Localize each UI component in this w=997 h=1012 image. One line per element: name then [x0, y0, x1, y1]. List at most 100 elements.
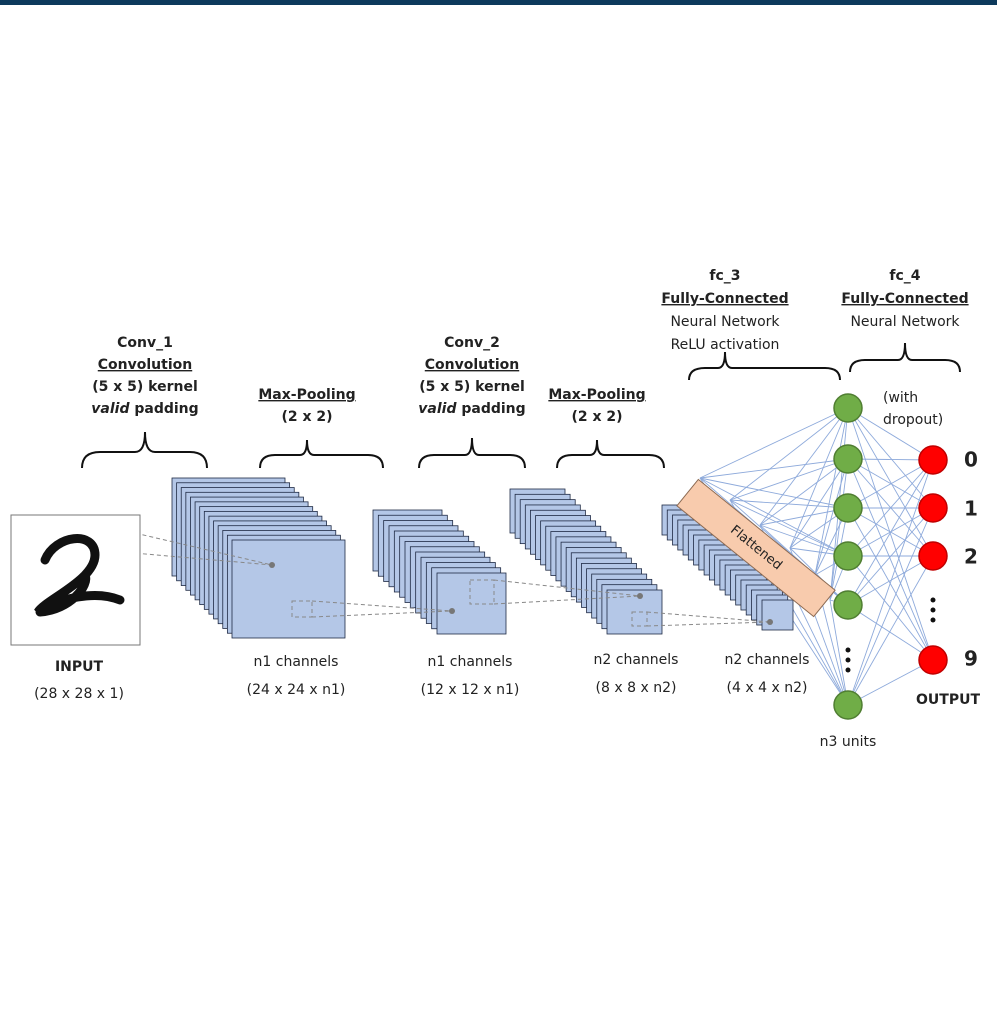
- connection: [699, 477, 849, 557]
- projection-dot: [269, 562, 275, 568]
- ellipsis-dot: [845, 667, 851, 673]
- padding-word: padding: [134, 401, 198, 417]
- hidden-neuron: [833, 541, 863, 571]
- units-label: n3 units: [820, 734, 877, 750]
- channels: n1 channels: [428, 654, 513, 670]
- digit-image: [34, 534, 125, 617]
- pool1-header: Max-Pooling (2 x 2): [258, 387, 355, 425]
- hidden-neuron: [833, 444, 863, 474]
- dropout-note: dropout): [883, 412, 943, 428]
- padding-word: padding: [461, 401, 525, 417]
- fc4-header: fc_4 Fully-Connected Neural Network (wit…: [841, 268, 968, 428]
- neurons: [833, 393, 948, 720]
- connection: [847, 604, 934, 661]
- padding: valid padding: [91, 401, 198, 417]
- hidden-neuron: [833, 493, 863, 523]
- connection: [847, 555, 934, 706]
- layer-name: Conv_1: [117, 335, 173, 351]
- channels: n1 channels: [254, 654, 339, 670]
- feature-map: [761, 599, 794, 631]
- connection: [847, 659, 934, 706]
- layer-kind: Convolution: [98, 357, 192, 373]
- brace: [81, 431, 208, 469]
- connection: [699, 407, 849, 479]
- padding-type: valid: [91, 401, 130, 417]
- connection: [847, 507, 934, 661]
- connection: [729, 407, 849, 501]
- padding-type: valid: [418, 401, 457, 417]
- projection-dot: [637, 593, 643, 599]
- dims: (12 x 12 x n1): [421, 682, 520, 698]
- output-class: 0: [964, 448, 978, 472]
- layer-line: Neural Network: [850, 314, 960, 330]
- output-neuron: [918, 493, 948, 523]
- connection: [847, 459, 934, 706]
- channels: n2 channels: [594, 652, 679, 668]
- projection: [646, 621, 771, 627]
- connection: [699, 458, 849, 479]
- projection-dot: [767, 619, 773, 625]
- layer-kind: Fully-Connected: [661, 291, 788, 307]
- connection: [759, 458, 849, 526]
- layer-name: Max-Pooling: [258, 387, 355, 403]
- output-class: 2: [964, 545, 978, 569]
- flattened-box: [676, 478, 836, 618]
- ellipsis-dot: [845, 647, 851, 653]
- ellipsis-dot: [930, 617, 936, 623]
- connection: [729, 499, 849, 557]
- layer-name: fc_4: [889, 268, 920, 284]
- pool2-header: Max-Pooling (2 x 2): [548, 387, 645, 425]
- kernel: (5 x 5) kernel: [419, 379, 525, 395]
- brace: [688, 351, 841, 381]
- connection: [847, 458, 934, 661]
- pool-size: (2 x 2): [571, 409, 622, 425]
- fc3-header: fc_3 Fully-Connected Neural Network ReLU…: [661, 268, 788, 353]
- layer-kind: Fully-Connected: [841, 291, 968, 307]
- projection: [493, 579, 641, 597]
- connection: [814, 458, 849, 576]
- connection: [847, 507, 934, 706]
- channels: n2 channels: [725, 652, 810, 668]
- kernel: (5 x 5) kernel: [92, 379, 198, 395]
- conv1-header: Conv_1 Convolution (5 x 5) kernel valid …: [91, 335, 198, 417]
- ellipsis-dot: [845, 657, 851, 663]
- output-neuron: [918, 445, 948, 475]
- feature-maps: [91, 477, 794, 639]
- connection: [759, 407, 849, 526]
- connection: [847, 407, 934, 461]
- connection: [729, 458, 849, 501]
- projection: [311, 600, 453, 612]
- connection: [829, 599, 849, 706]
- layer-kind: Convolution: [425, 357, 519, 373]
- dropout-note: (with: [883, 390, 918, 406]
- output-class: 9: [964, 647, 978, 671]
- brace: [259, 439, 384, 469]
- output-neuron: [918, 541, 948, 571]
- pool-size: (2 x 2): [281, 409, 332, 425]
- projection: [311, 610, 453, 618]
- output-neuron: [918, 645, 948, 675]
- connection: [814, 407, 849, 576]
- receptive-field: [631, 611, 648, 627]
- layer-name: Max-Pooling: [548, 387, 645, 403]
- ellipsis-dot: [930, 597, 936, 603]
- brace: [849, 342, 961, 373]
- output-class: 1: [964, 497, 978, 521]
- connection: [847, 459, 934, 557]
- brace: [418, 437, 526, 469]
- connection: [847, 407, 934, 557]
- layer-name: Conv_2: [444, 335, 500, 351]
- connection: [759, 524, 849, 557]
- top-bar: [0, 0, 997, 5]
- ellipsis-dot: [930, 607, 936, 613]
- connection: [789, 458, 849, 549]
- layer-name: fc_3: [709, 268, 740, 284]
- dims: (4 x 4 x n2): [727, 680, 808, 696]
- projection: [493, 595, 641, 605]
- projection: [121, 529, 273, 566]
- feature-map: [231, 539, 346, 639]
- input-label: INPUT: [55, 659, 104, 675]
- hidden-neuron: [833, 690, 863, 720]
- connection: [847, 555, 934, 606]
